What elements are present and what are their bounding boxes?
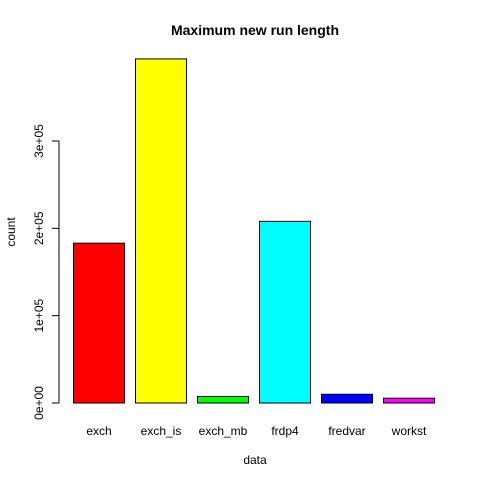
y-tick-label-1: 1e+05 [32, 298, 46, 332]
bar-workst [383, 397, 435, 404]
bars [73, 58, 435, 404]
category-label-frdp4: frdp4 [271, 424, 299, 438]
category-label-exch-is: exch_is [141, 424, 182, 438]
category-label-workst: workst [391, 424, 427, 438]
bar-fredvar [321, 393, 373, 404]
y-axis-label: count [4, 217, 18, 247]
bar-exch [73, 242, 125, 404]
category-label-exch: exch [86, 424, 111, 438]
bar-frdp4 [259, 220, 311, 404]
chart-title: Maximum new run length [171, 22, 339, 38]
y-tick-label-3: 3e+05 [32, 124, 46, 158]
category-labels: exch exch_is exch_mb frdp4 fredvar workst [86, 424, 427, 438]
y-tick-label-0: 0e+00 [32, 386, 46, 420]
bar-exch-mb [197, 395, 249, 404]
category-label-exch-mb: exch_mb [199, 424, 248, 438]
y-axis: 0e+00 1e+05 2e+05 3e+05 [32, 124, 60, 420]
x-axis-label: data [243, 453, 267, 467]
bar-exch-is [135, 58, 187, 404]
category-label-fredvar: fredvar [328, 424, 365, 438]
y-tick-label-2: 2e+05 [32, 211, 46, 245]
